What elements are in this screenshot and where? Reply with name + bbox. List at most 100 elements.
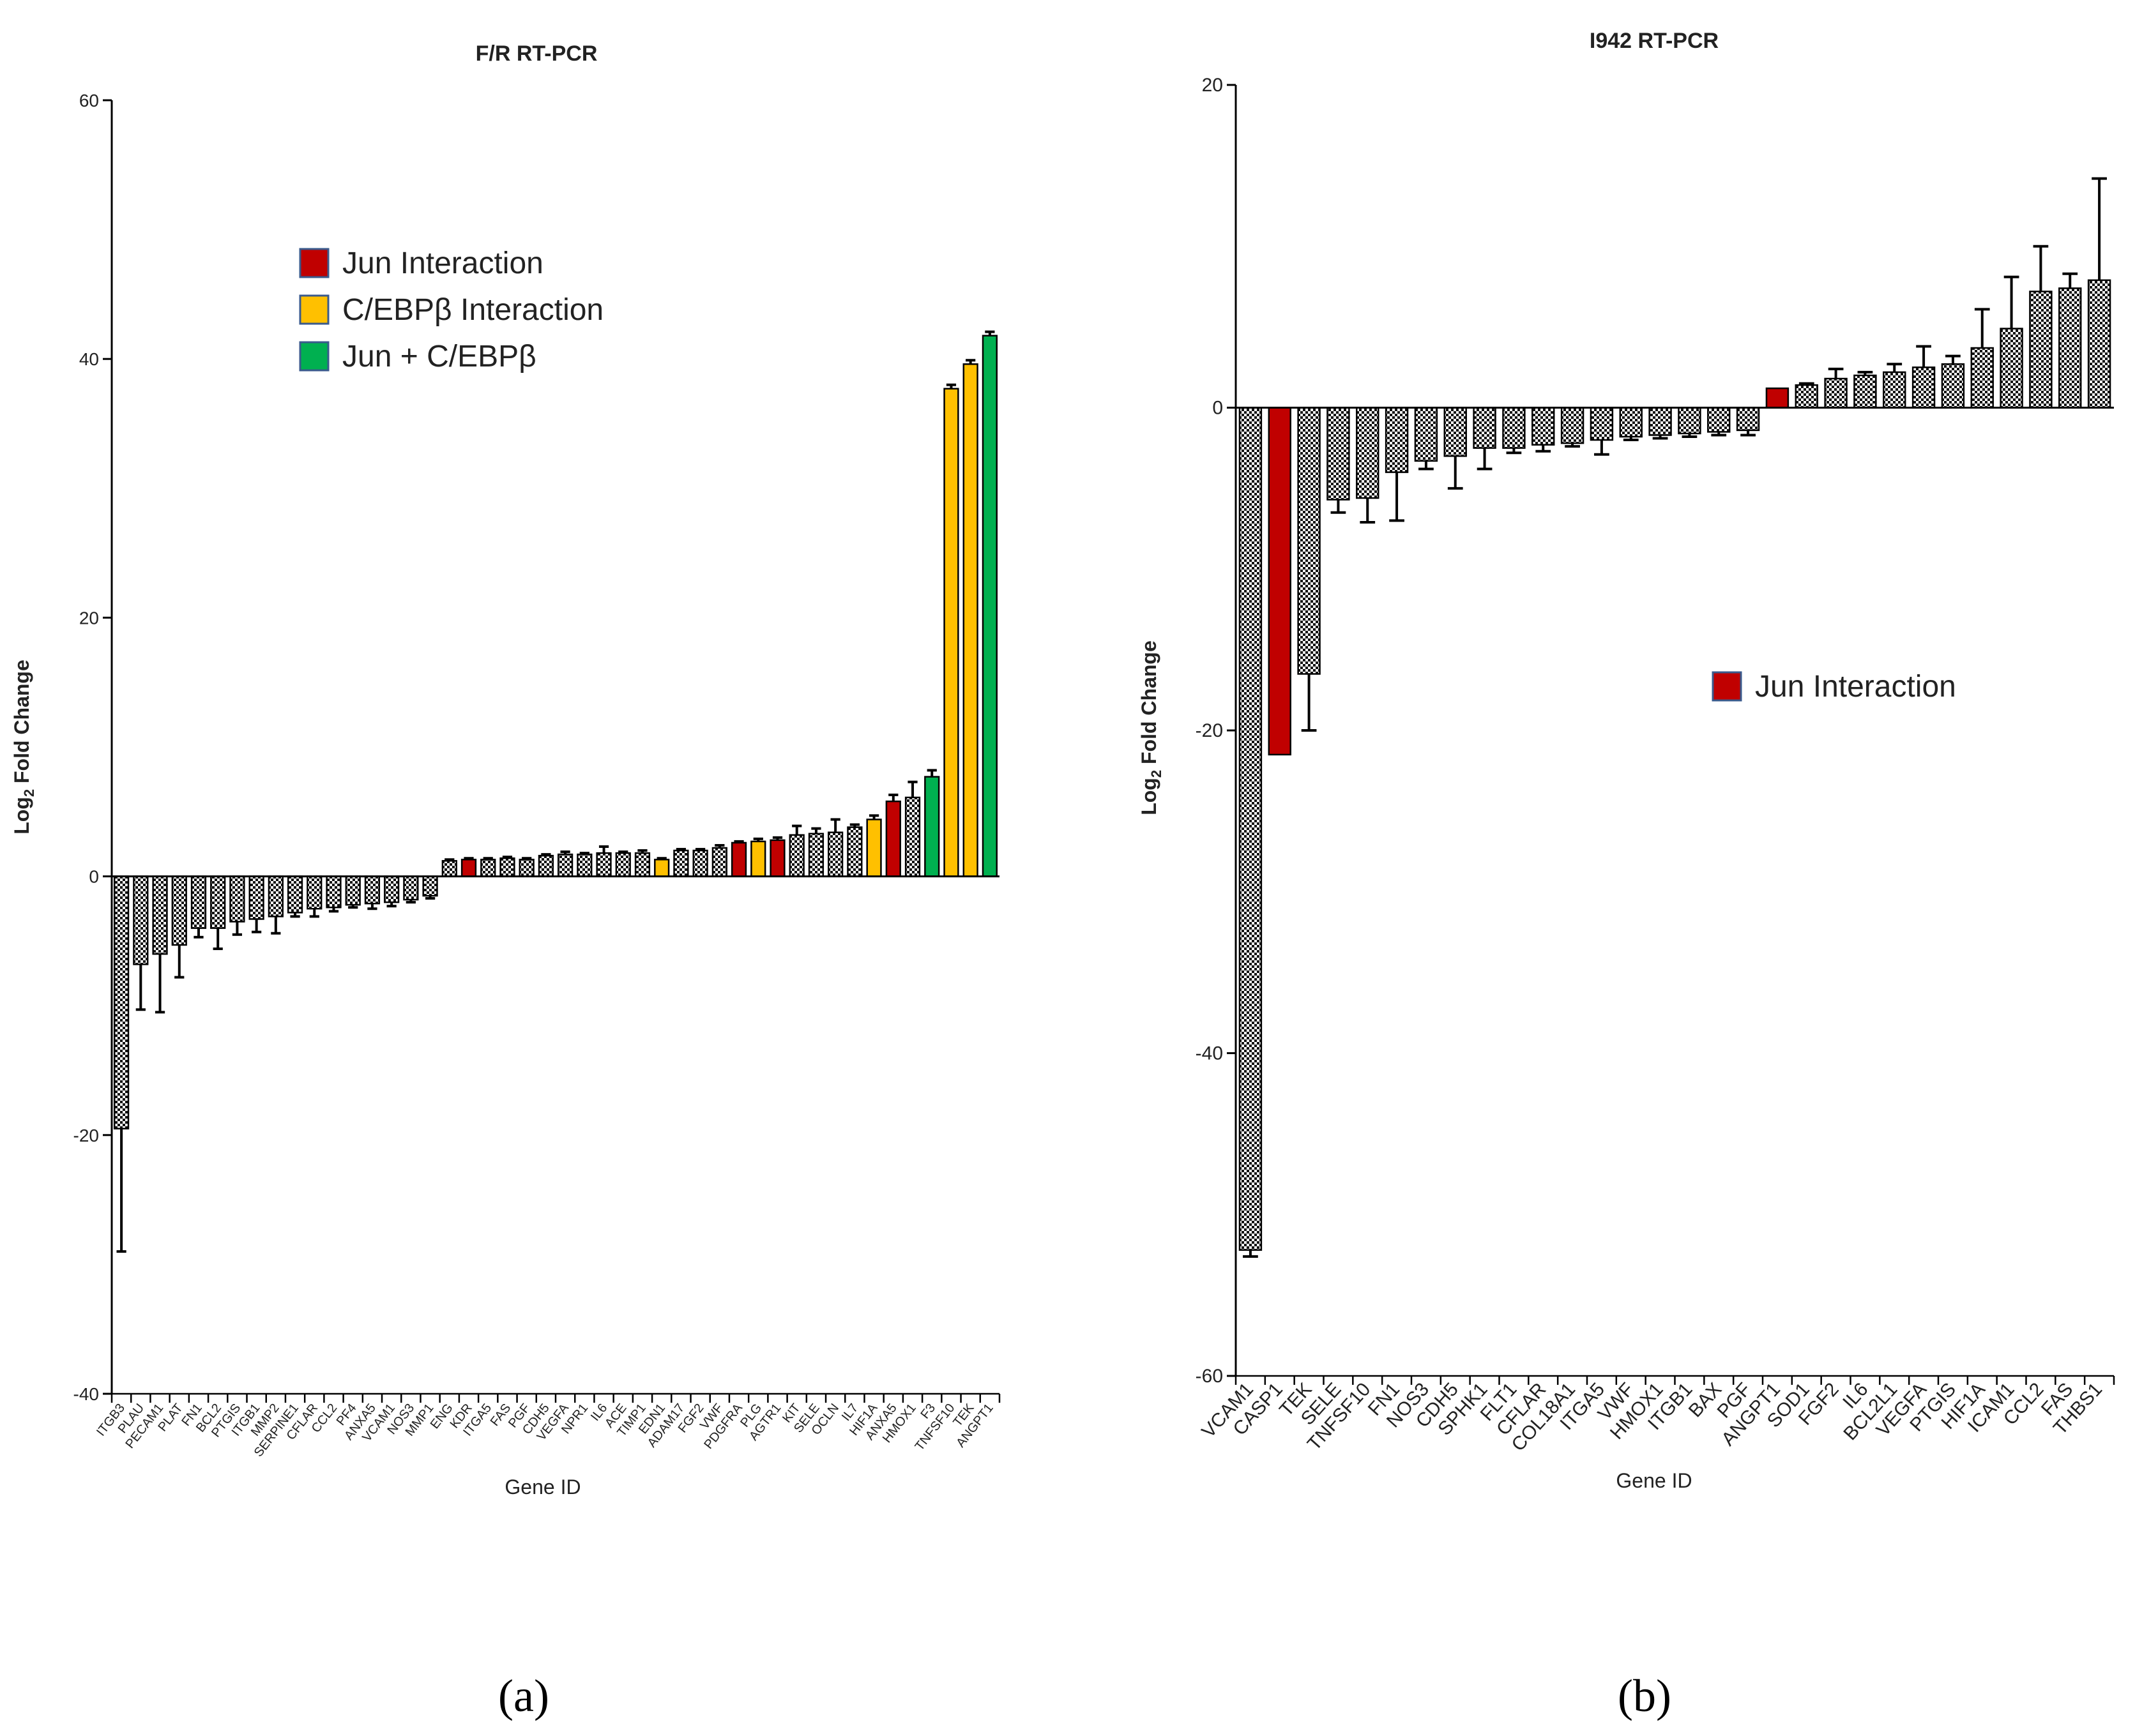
y-tick-label: 20 [79,608,99,628]
bar-flt1 [1502,407,1526,449]
y-tick-label: -20 [73,1126,99,1145]
bar-tnfsf10 [1356,407,1379,499]
x-axis-label: Gene ID [505,1476,581,1498]
bar-fn1 [1385,407,1409,473]
bar-cdh5 [538,854,554,877]
bar-tek [962,363,978,877]
chart-title: I942 RT-PCR [1590,29,1719,53]
bar-itga5 [1590,407,1614,441]
chart-title: F/R RT-PCR [476,42,598,66]
y-axis-label-main: Log [10,797,33,834]
bar-sele [1326,407,1350,501]
bar-fas [2058,287,2082,409]
bar-ccl2 [326,875,342,909]
bar-mmp2 [268,875,284,917]
y-tick-label: -40 [1196,1043,1223,1064]
bar-serpine1 [287,875,303,914]
bar-tek [1297,407,1321,675]
bar-vwf [711,847,727,877]
legend-swatch-jun [299,248,330,278]
legend-label-jun: Jun Interaction [342,246,543,280]
bar-anxa5 [885,800,901,877]
bar-ocln [828,831,844,877]
bar-hif1a [866,819,882,877]
bar-tnfsf10 [943,388,959,877]
x-axis-label: Gene ID [1616,1469,1692,1492]
chart-a-fr-rt-pcr: F/R RT-PCR-40-200204060ITGB3PLAUPECAM1PL… [10,42,1001,1498]
bar-hif1a [1970,347,1994,409]
legend-label-jun: Jun Interaction [1755,670,1956,704]
bar-casp1 [1268,407,1291,756]
y-tick-label: 0 [89,867,99,887]
bar-fas [499,857,515,877]
bar-vegfa [1911,366,1936,409]
legend-swatch-jun [1712,671,1742,702]
y-tick-label: -20 [1196,720,1223,741]
bar-itgb1 [248,875,264,920]
bar-bcl2 [210,875,226,929]
bar-timp1 [634,852,651,877]
bar-cdh5 [1443,407,1467,457]
bar-hmox1 [1648,407,1672,436]
bar-hmox1 [904,796,921,877]
caption-a: (a) [498,1670,549,1721]
y-tick-label: -40 [73,1384,99,1404]
y-tick-label: 20 [1202,75,1223,96]
bar-sod1 [1795,384,1818,409]
bar-bcl2l1 [1883,371,1906,409]
bar-adam17 [673,849,689,877]
bar-vegfa [557,853,574,877]
legend-label-both: Jun + C/EBPβ [342,340,536,374]
bar-il7 [847,826,863,877]
bar-ccl2 [2029,291,2053,409]
bar-pecam1 [152,875,168,955]
bar-fn1 [190,875,207,929]
bar-plat [171,875,187,946]
legend-label-cebp: C/EBPβ Interaction [342,293,604,327]
bar-npr1 [577,853,593,877]
bar-kit [789,834,805,877]
bar-pgf [1736,407,1760,432]
bar-fgf2 [1824,377,1848,409]
y-axis-label-rest: Fold Change [10,660,33,789]
bar-plau [133,875,149,965]
bar-kdr [460,859,477,877]
bar-sele [808,833,824,877]
bar-fgf2 [692,849,708,877]
legend-swatch-both [299,341,330,372]
bar-thbs1 [2087,279,2111,409]
bar-bax [1707,407,1731,433]
bar-plg [750,840,766,877]
bar-vcam1 [384,875,400,903]
bar-vwf [1619,407,1643,438]
y-axis-label: Log2 Fold Change [1137,640,1164,815]
legend-swatch-cebp [299,294,330,325]
caption-b: (b) [1618,1670,1671,1721]
bar-nos3 [403,875,419,901]
bar-itgb1 [1678,407,1701,435]
bar-ptgis [229,875,245,923]
y-tick-label: 0 [1212,398,1223,419]
bar-mmp1 [422,875,438,897]
bar-angpt1 [982,335,998,877]
bar-icam1 [2000,328,2023,409]
bar-f3 [924,776,940,877]
bar-pdgfra [731,842,747,877]
bar-vcam1 [1238,407,1263,1251]
bar-pgf [519,859,535,877]
y-axis-label-rest: Fold Change [1137,640,1160,770]
y-tick-label: -60 [1196,1366,1223,1387]
chart-b-i942-rt-pcr: I942 RT-PCR-60-40-20020VCAM1CASP1TEKSELE… [1137,29,2115,1492]
bar-col18a1 [1560,407,1584,444]
bar-agtr1 [770,839,786,877]
bar-itga5 [480,859,496,877]
bar-il6 [1853,374,1877,409]
y-axis-label-sub: 2 [1148,770,1164,778]
bar-itgb3 [113,875,130,1129]
y-tick-label: 60 [79,91,99,110]
bar-angpt1 [1765,387,1789,409]
bar-edn1 [654,859,670,877]
y-axis-label: Log2 Fold Change [10,660,37,834]
bar-cflar [307,875,323,910]
